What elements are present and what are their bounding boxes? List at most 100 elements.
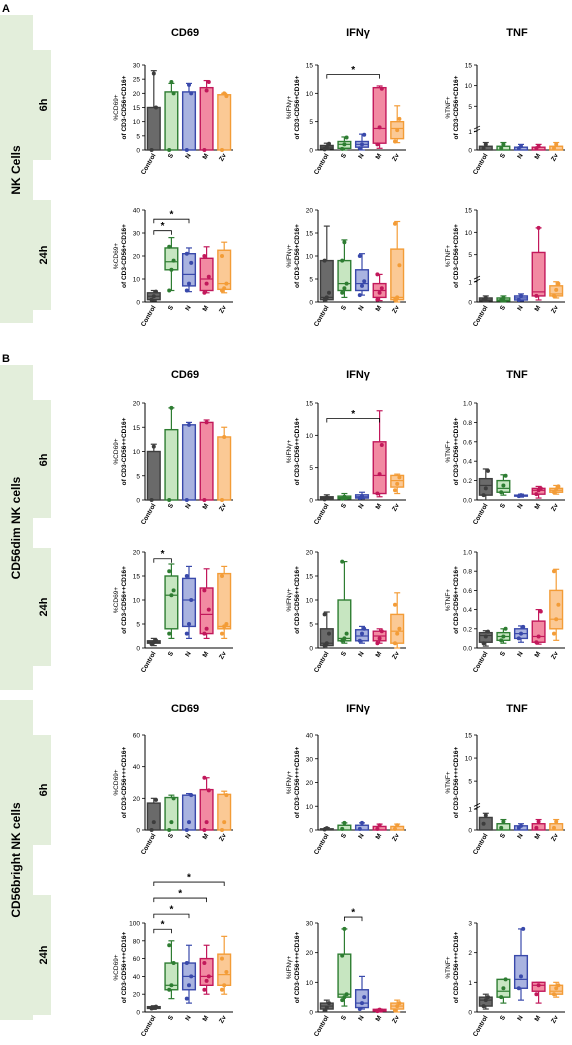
y-tick-label: 20 [133, 401, 141, 408]
y-tick-label: 15 [465, 733, 473, 740]
bar-S [496, 145, 511, 151]
sig-star: * [169, 210, 173, 221]
box-M [372, 441, 387, 495]
data-point-Zv [395, 481, 400, 486]
data-point-M [536, 634, 541, 639]
data-point-N [357, 254, 362, 258]
y-tick-label: 60 [133, 956, 141, 963]
data-point-S [169, 267, 174, 272]
data-point-Control [149, 148, 154, 152]
data-point-Control [322, 258, 327, 263]
box-Zv [217, 572, 232, 630]
y-tick-label: 0 [468, 1010, 472, 1017]
sig-star: * [169, 905, 173, 916]
sig-bracket [326, 418, 380, 423]
x-tick-label-N: N [184, 1014, 193, 1022]
box-M [199, 587, 214, 635]
data-point-S [167, 828, 172, 832]
data-point-N [516, 297, 521, 302]
time-label-24h-3: 24h [38, 597, 50, 616]
x-tick-label-Zv: Zv [391, 304, 401, 314]
x-tick-label-M: M [375, 651, 384, 659]
x-tick-label-M: M [202, 153, 211, 161]
y-label-line2: of CD3-CD56+CD16+ [294, 75, 301, 139]
y-tick-label: 0.8 [463, 420, 472, 427]
y-tick-label: 0.8 [463, 569, 472, 576]
data-point-M [377, 1007, 382, 1012]
box-Zv [549, 589, 564, 630]
data-point-N [184, 288, 189, 293]
data-point-M [538, 486, 543, 491]
data-point-S [340, 953, 345, 958]
x-tick-label-Control: Control [140, 502, 158, 526]
box-N [354, 269, 370, 292]
section-label-a: A [2, 3, 10, 15]
data-point-Control [322, 1008, 327, 1013]
y-tick-label: 15 [465, 63, 473, 70]
data-point-N [521, 624, 526, 629]
sig-star: * [161, 221, 165, 232]
data-point-S [342, 820, 347, 825]
y-tick-label: 0 [468, 828, 472, 835]
data-point-M [206, 607, 211, 612]
x-tick-label-S: S [167, 832, 176, 840]
x-tick-label-N: N [184, 502, 193, 510]
y-tick-label: 0.4 [463, 459, 472, 466]
row-band-bright [0, 700, 33, 1020]
data-point-Control [481, 493, 486, 498]
data-point-S [342, 926, 347, 931]
data-point-M [206, 974, 211, 979]
data-point-M [206, 80, 211, 84]
data-point-Control [483, 142, 488, 147]
bar-N [181, 794, 197, 831]
box-S [164, 575, 179, 630]
chart-panel-B2-IFNg-6h: IFNγ 0 10 20 30 40 %IFNγ+ of CD3-CD56+++CD16+ Co… [286, 703, 406, 856]
x-tick-label-S: S [340, 304, 349, 312]
y-tick-label: 30 [133, 231, 141, 238]
data-point-Control [324, 145, 329, 150]
y-label-line2: of CD3-CD56++CD16+ [121, 417, 128, 485]
data-point-N [184, 148, 189, 152]
sig-star: * [161, 549, 165, 560]
data-point-S [340, 258, 345, 263]
y-tick-label: 0.0 [463, 498, 472, 505]
y-tick-label: 0 [309, 1010, 313, 1017]
sig-bracket [153, 558, 172, 563]
axis-break [473, 275, 481, 283]
data-point-Control [483, 813, 488, 818]
time-label-6h-2: 6h [38, 453, 50, 466]
x-tick-label-Zv: Zv [550, 832, 560, 842]
data-point-M [379, 286, 384, 291]
data-point-S [499, 638, 504, 643]
data-point-N [184, 828, 189, 832]
y-tick-label: 1 [468, 129, 472, 136]
marker-title-B1-TNF-6h: TNF [506, 369, 528, 381]
data-point-M [379, 443, 384, 448]
data-point-Zv [554, 287, 559, 292]
data-point-S [171, 258, 176, 263]
data-point-S [340, 998, 345, 1003]
y-tick-label: 20 [306, 550, 314, 557]
y-tick-label: 0 [136, 148, 140, 155]
x-tick-label-M: M [534, 305, 543, 313]
bar-S [337, 824, 352, 831]
data-point-S [344, 631, 349, 636]
marker-title-B2-CD69-6h: CD69 [171, 703, 199, 715]
data-point-Control [324, 1005, 329, 1010]
data-point-Zv [224, 94, 229, 99]
data-point-Zv [393, 488, 397, 493]
data-point-M [379, 86, 384, 91]
y-label-line2: of CD3-CD56+++CD16+ [294, 747, 301, 819]
y-label-line1: %IFNγ+ [286, 96, 293, 120]
y-tick-label: 3 [468, 921, 472, 928]
x-tick-label-M: M [375, 503, 384, 511]
data-point-M [534, 492, 539, 497]
y-label-line1: %TNF+ [445, 771, 452, 793]
x-tick-label-Zv: Zv [218, 152, 228, 162]
data-point-S [342, 240, 347, 245]
x-tick-label-N: N [516, 650, 525, 658]
bar-N [181, 91, 197, 151]
x-tick-label-N: N [184, 152, 193, 160]
y-label-line2: of CD3-CD56+++CD16+ [453, 747, 460, 819]
